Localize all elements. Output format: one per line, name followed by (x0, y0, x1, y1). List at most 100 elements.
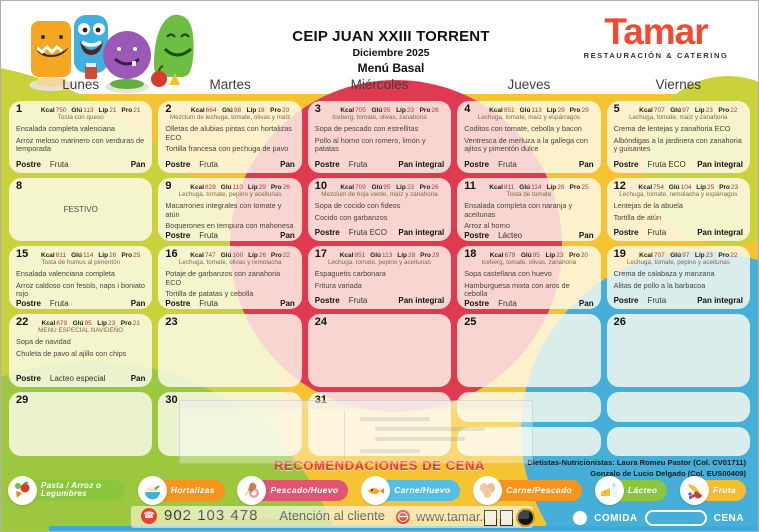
calendar-day-cell: 11 Kcal811 Glú114 Líp26 Pro25 Tosta de t… (457, 178, 601, 241)
calendar-day-cell: 19 Kcal707 Glú97 Líp23 Pro22 Lechuga, to… (606, 246, 750, 309)
calendar-day-cell: 26 Kcal Glú Líp Pro Postre (606, 314, 750, 387)
certification-badge-icon (500, 509, 513, 526)
tamar-logo: Tamar RESTAURACIÓN & CATERING (576, 13, 736, 60)
cell-top-row: 12 Kcal754 Glú104 Líp25 Pro23 (614, 180, 743, 192)
dish-first-course: Ensalada completa con naranja y aceituna… (464, 200, 573, 219)
ghost-line (375, 437, 465, 441)
postre-label: Postre (464, 231, 490, 241)
eggs-icon (473, 475, 503, 505)
pro-pair: Pro29 (420, 252, 440, 259)
food-group-legend: Pasta / Arroz o Legumbres Hortalizas Pes… (8, 475, 746, 505)
phone-caption: Atención al cliente (279, 508, 385, 523)
day-number: 30 (165, 394, 178, 406)
calendar-day-cell: 10 Kcal709 Glú95 Líp23 Pro26 Mezclum de … (307, 178, 452, 241)
pro-pair: Pro22 (270, 252, 290, 259)
postre-label: Postre (314, 228, 340, 237)
brand-wordmark: Tamar (604, 11, 708, 52)
nutrition-summary: Kcal705 Glú95 Líp23 Pro26 (335, 107, 444, 114)
glu-pair: Glú97 (670, 252, 690, 259)
comida-label: COMIDA (594, 512, 638, 524)
pro-pair: Pro26 (270, 184, 290, 191)
kcal-pair: Kcal851 (339, 252, 366, 259)
kcal-pair: Kcal705 (340, 107, 366, 114)
cell-top-row: 10 Kcal709 Glú95 Líp23 Pro26 (315, 180, 444, 192)
glu-pair: Glú95 (371, 184, 391, 191)
lip-pair: Líp23 (694, 107, 713, 114)
starter-line: Mezclum de lechuga, tomate, olivas y maí… (169, 114, 291, 121)
day-number: 2 (165, 103, 172, 115)
glu-pair: Glú113 (519, 107, 542, 114)
dessert-bread-row: Postre Fruta Pan (464, 160, 593, 169)
globe-icon (396, 509, 410, 524)
day-number: 18 (464, 248, 477, 260)
pan-value: Pan integral (697, 228, 743, 237)
ghost-window-divider (344, 411, 345, 459)
postre-label: Postre (314, 296, 340, 305)
calendar-day-cell: 12 Kcal754 Glú104 Líp25 Pro23 Lechuga, t… (606, 178, 750, 241)
cena-label: CENA (713, 512, 744, 524)
legend-pill: Lácteo (594, 475, 668, 505)
dish-first-course: Crema de calabaza y manzana (613, 268, 715, 278)
pan-value: Pan (578, 231, 594, 241)
dessert-bread-row: Postre Fruta Pan integral (614, 228, 743, 237)
pro-pair: Pro20 (568, 252, 589, 259)
glu-pair: Glú110 (220, 184, 244, 191)
fruit-icon (680, 475, 710, 505)
postre-label: Postre (16, 160, 41, 169)
day-number: 8 (16, 180, 23, 192)
dish-second-course: Alitas de pollo a la barbacoa (613, 280, 706, 290)
calendar-day-cell: 30 Kcal Glú Líp Pro Postre (158, 392, 302, 456)
dish-first-course: Olletas de alubias pintas con hortalizas… (165, 123, 292, 142)
dish-second-course: Ventresca de merluza a la gallega con aj… (464, 135, 588, 154)
lip-pair: Líp23 (396, 184, 415, 191)
postre-value: Fruta (348, 296, 368, 305)
starter-line: Lechuga, tomate, maíz y espárragos (477, 114, 580, 121)
dish-first-course: Crema de lentejas y zanahoria ECO (613, 123, 731, 133)
starter-line: Iceberg, tomate, olivas, zanahoria (481, 259, 577, 266)
certification-seal-icon (516, 508, 535, 527)
dish-second-course: Fritura variada (314, 280, 362, 290)
dish-first-course: Ensalada completa valenciana (16, 123, 115, 133)
day-number: 3 (314, 103, 321, 115)
day-number: 24 (314, 316, 328, 328)
calendar-day-cell: 17 Kcal851 Glú113 Líp28 Pro29 Lechuga, t… (307, 246, 452, 309)
kcal-pair: Kcal679 (489, 252, 516, 259)
glu-pair: Glú95 (72, 320, 92, 327)
dish-second-course: Arroz caldoso con fesols, naps i boniato… (16, 280, 145, 299)
postre-label: Postre (613, 160, 639, 169)
postre-label: Postre (16, 299, 41, 309)
legend-pill: Pescado/Huevo (237, 475, 349, 505)
ghost-window-overlay (179, 400, 533, 464)
lip-pair: Líp28 (397, 252, 416, 259)
lip-pair: Líp26 (546, 184, 565, 191)
dish-first-course: Sopa de navidad (16, 336, 71, 346)
postre-label: Postre (464, 160, 490, 169)
starter-line: Tosta de humus al pimentón (41, 259, 121, 266)
lip-pair: Líp25 (696, 184, 715, 191)
menu-month: Diciembre 2025 (352, 47, 430, 59)
calendar-day-cell: 2 Kcal664 Glú98 Líp18 Pro20 Mezclum de l… (158, 101, 302, 173)
postre-value: Fruta (49, 160, 69, 169)
dessert-bread-row: Postre Fruta Pan (165, 231, 294, 240)
calendar-day-cell: 1 Kcal750 Glú113 Líp21 Pro21 Tosta con q… (9, 101, 153, 173)
nutrition-summary: Kcal679 Glú95 Líp23 Pro21 (36, 320, 145, 327)
legend-pill: Fruta (680, 475, 746, 505)
pro-pair: Pro26 (419, 184, 439, 191)
legend-label: Fruta (713, 485, 736, 495)
postre-label: Postre (165, 231, 191, 241)
calendar-cell-empty (606, 426, 750, 456)
starter-line: Lechuga, tomate, pepino y aceitunas (626, 259, 730, 266)
kcal-pair: Kcal709 (340, 184, 366, 191)
starter-line: Lechuga, tomate, pepino y aceitunas (328, 259, 431, 266)
ghost-taskbar-overlay (183, 506, 529, 519)
dessert-bread-row: Postre Lacteo especial Pan (16, 374, 145, 383)
pan-value: Pan integral (398, 296, 445, 305)
calendar-day-cell: 18 Kcal679 Glú95 Líp23 Pro20 Iceberg, to… (457, 246, 601, 309)
postre-value: Fruta (49, 299, 69, 309)
legend-label: Hortalizas (170, 485, 215, 495)
pan-value: Pan integral (398, 228, 445, 237)
day-number: 11 (464, 180, 476, 192)
glu-pair: Glú97 (670, 107, 690, 114)
calendar-day-cell: 25 Kcal Glú Líp Pro Postre (457, 314, 601, 387)
day-number: 29 (16, 394, 29, 406)
